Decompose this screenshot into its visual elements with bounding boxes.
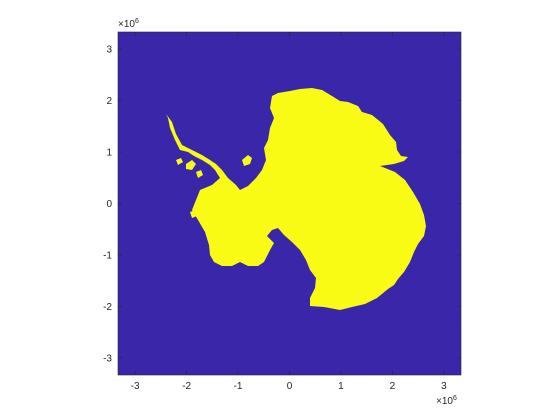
x-tick-label: 2: [390, 381, 396, 392]
y-tick-label: -2: [103, 302, 112, 313]
plot-area: [118, 32, 461, 375]
y-tick-label: -3: [103, 353, 112, 364]
x-tick-label: -2: [182, 381, 191, 392]
x-tick-label: 0: [287, 381, 293, 392]
x-exponent-label: ×106: [436, 395, 457, 407]
x-tick-label: -3: [131, 381, 140, 392]
y-tick-label: 2: [106, 96, 112, 107]
y-tick-label: -1: [103, 250, 112, 261]
y-tick-label: 0: [106, 199, 112, 210]
y-tick-label: 3: [106, 45, 112, 56]
x-tick-label: 3: [441, 381, 447, 392]
x-tick-label: -1: [234, 381, 243, 392]
y-exponent-label: ×106: [118, 18, 139, 30]
y-tick-label: 1: [106, 148, 112, 159]
x-tick-label: 1: [338, 381, 344, 392]
